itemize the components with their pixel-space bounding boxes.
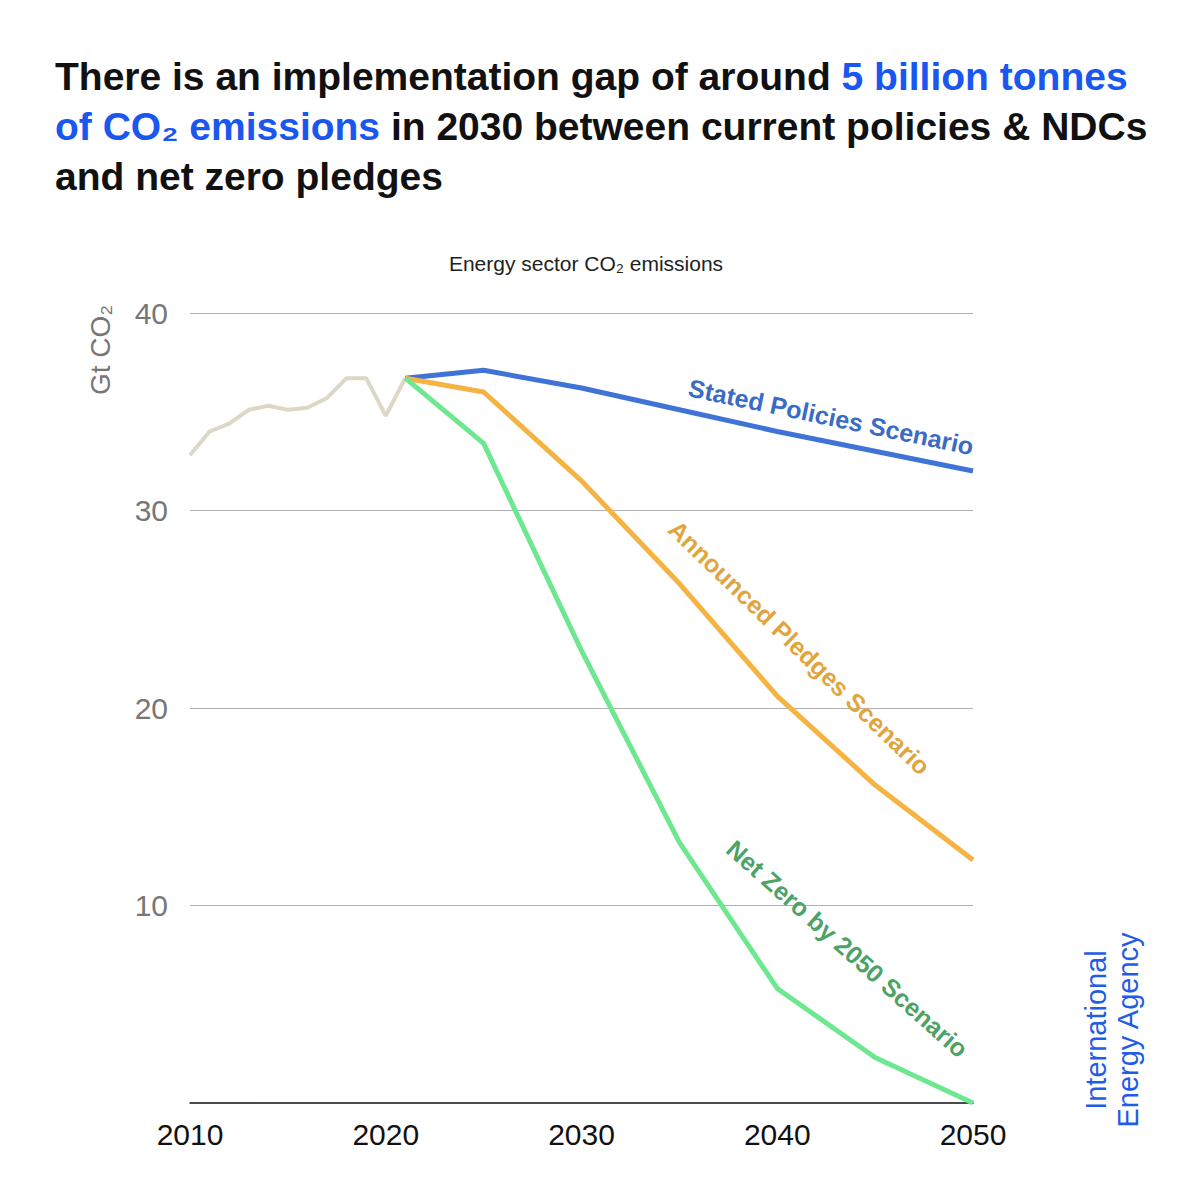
svg-text:Announced Pledges Scenario: Announced Pledges Scenario bbox=[663, 515, 936, 781]
svg-text:2050: 2050 bbox=[940, 1118, 1007, 1151]
svg-text:2020: 2020 bbox=[352, 1118, 419, 1151]
html-text:There is an implementation gap: There is an implementation gap of around… bbox=[55, 55, 1148, 198]
svg-text:Energy sector CO₂ emissions: Energy sector CO₂ emissions bbox=[449, 252, 723, 275]
svg-text:30: 30 bbox=[135, 494, 168, 527]
svg-text:International: International bbox=[1080, 950, 1112, 1110]
svg-text:Stated Policies Scenario: Stated Policies Scenario bbox=[686, 374, 976, 461]
svg-text:2030: 2030 bbox=[548, 1118, 615, 1151]
svg-text:20: 20 bbox=[135, 692, 168, 725]
svg-text:10: 10 bbox=[135, 889, 168, 922]
svg-text:Gt CO₂: Gt CO₂ bbox=[85, 305, 116, 395]
svg-text:Net Zero by 2050 Scenario: Net Zero by 2050 Scenario bbox=[721, 834, 973, 1062]
svg-text:40: 40 bbox=[135, 297, 168, 330]
svg-text:2040: 2040 bbox=[744, 1118, 811, 1151]
svg-text:2010: 2010 bbox=[157, 1118, 224, 1151]
svg-text:Energy Agency: Energy Agency bbox=[1112, 932, 1144, 1128]
